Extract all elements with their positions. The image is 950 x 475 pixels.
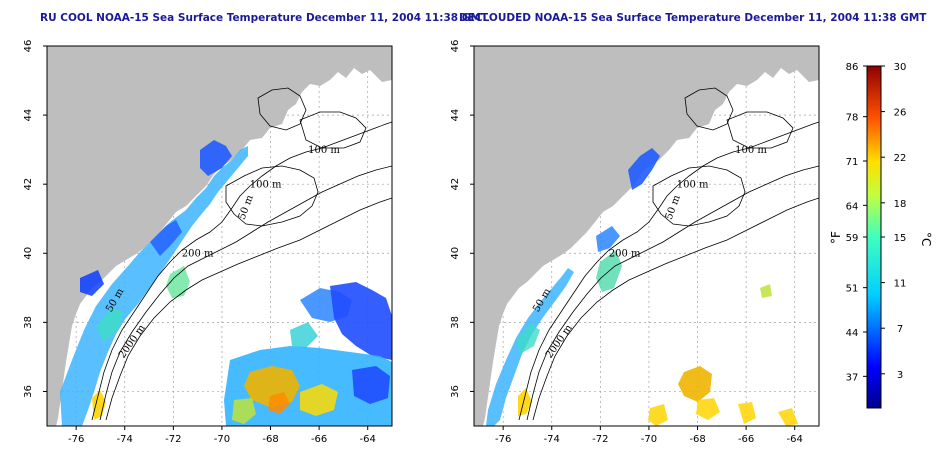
right-lon-tick-label: -74: [544, 434, 560, 445]
left-map-panel: -76 -74 -72 -70 -68 -66 -64 36 38 40 42 44 46 100 m 1…: [23, 40, 393, 445]
left-lat-tick-label: 44: [23, 109, 34, 122]
left-lat-tick-label: 38: [23, 316, 34, 329]
right-lon-tick-label: -64: [787, 434, 803, 445]
right-lon-tick-label: -66: [738, 434, 754, 445]
left-sst-field: [60, 140, 392, 426]
right-land-mass: [474, 46, 819, 426]
left-lon-tick-label: -76: [68, 434, 84, 445]
fahrenheit-tick-label: 86: [846, 62, 859, 73]
celsius-tick-label: 7: [897, 324, 903, 335]
left-lat-tick-label: 36: [23, 385, 34, 398]
right-axis-ticks: -76 -74 -72 -70 -68 -66 -64 36 38 40 42 44 46: [450, 40, 803, 445]
celsius-tick-label: 18: [894, 199, 907, 210]
fahrenheit-tick-label: 59: [846, 233, 859, 244]
left-contour-label: 100 m: [308, 145, 340, 156]
left-axis-ticks: -76 -74 -72 -70 -68 -66 -64 36 38 40 42 44 46: [23, 40, 376, 445]
right-map-title: DECLOUDED NOAA-15 Sea Surface Temperatur…: [459, 12, 927, 24]
celsius-tick-label: 26: [894, 108, 907, 119]
fahrenheit-unit-label: °F: [829, 231, 843, 244]
celsius-tick-label: 11: [894, 279, 907, 290]
celsius-tick-label: 30: [894, 62, 907, 73]
right-lat-tick-label: 36: [450, 385, 461, 398]
right-lon-tick-label: -70: [641, 434, 657, 445]
fahrenheit-tick-label: 78: [846, 113, 859, 124]
right-contour-label: 100 m: [735, 145, 767, 156]
colorbar-ticks: 30 26 22 18 15 11 7 3 86 78 71 64 59 51 44 37: [846, 62, 907, 383]
right-map-frame: [473, 45, 820, 427]
celsius-tick-label: 15: [894, 233, 907, 244]
left-lon-tick-label: -68: [262, 434, 278, 445]
right-lat-tick-label: 46: [450, 40, 461, 53]
right-lat-tick-label: 38: [450, 316, 461, 329]
left-bathymetry-contours: [91, 87, 392, 421]
colorbar-gradient: [866, 65, 882, 409]
right-lon-tick-label: -68: [689, 434, 705, 445]
fahrenheit-tick-label: 37: [846, 372, 859, 383]
left-lon-tick-label: -74: [117, 434, 133, 445]
right-lat-tick-label: 42: [450, 178, 461, 191]
right-lat-tick-label: 40: [450, 247, 461, 260]
celsius-tick-label: 22: [894, 153, 907, 164]
left-contour-label: 200 m: [182, 249, 214, 260]
left-lat-tick-label: 46: [23, 40, 34, 53]
right-map-panel: -76 -74 -72 -70 -68 -66 -64 36 38 40 42 44 46 100 m 1…: [450, 40, 820, 445]
right-contour-label: 100 m: [677, 180, 709, 191]
fahrenheit-tick-label: 71: [846, 157, 859, 168]
fahrenheit-tick-label: 44: [846, 328, 859, 339]
left-land-mass: [47, 46, 392, 426]
left-lat-tick-label: 42: [23, 178, 34, 191]
fahrenheit-tick-label: 51: [846, 284, 859, 295]
right-lon-tick-label: -76: [495, 434, 511, 445]
left-map-title: RU COOL NOAA-15 Sea Surface Temperature …: [40, 12, 488, 24]
left-lon-tick-label: -66: [311, 434, 327, 445]
left-map-frame: [46, 45, 393, 427]
left-contour-label: 100 m: [250, 180, 282, 191]
left-lat-tick-label: 40: [23, 247, 34, 260]
left-lon-tick-label: -70: [214, 434, 230, 445]
celsius-tick-label: 3: [897, 370, 903, 381]
celsius-unit-label: °C: [919, 232, 933, 246]
right-lon-tick-label: -72: [592, 434, 608, 445]
fahrenheit-tick-label: 64: [846, 201, 859, 212]
left-lon-tick-label: -64: [360, 434, 376, 445]
right-contour-label: 200 m: [609, 249, 641, 260]
right-lat-tick-label: 44: [450, 109, 461, 122]
right-bathymetry-contours: [518, 87, 819, 421]
left-lon-tick-label: -72: [165, 434, 181, 445]
temperature-colorbar: 30 26 22 18 15 11 7 3 86 78 71 64 59 51 44 37 °F °C: [829, 62, 933, 409]
